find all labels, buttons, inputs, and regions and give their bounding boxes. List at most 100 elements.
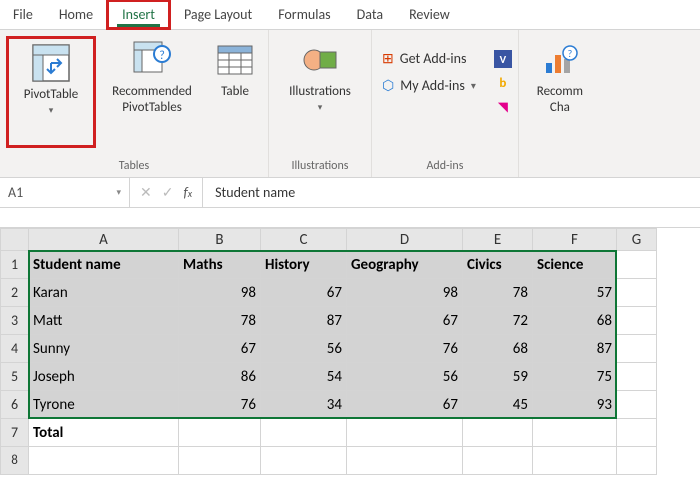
- fx-icon[interactable]: fx: [183, 184, 192, 201]
- my-addins-button[interactable]: ⬡ My Add-ins ▾: [382, 77, 476, 94]
- cell[interactable]: 78: [463, 279, 533, 307]
- cell[interactable]: [533, 419, 617, 447]
- cell[interactable]: 98: [347, 279, 463, 307]
- svg-text:?: ?: [568, 47, 573, 60]
- cell[interactable]: 57: [533, 279, 617, 307]
- menu-review[interactable]: Review: [396, 2, 463, 27]
- cell[interactable]: [261, 419, 347, 447]
- worksheet-grid[interactable]: A B C D E F G 1 Student name Maths Histo…: [0, 228, 700, 475]
- row-header-6[interactable]: 6: [1, 391, 29, 419]
- cancel-formula-icon: ✕: [140, 184, 152, 201]
- cell[interactable]: 75: [533, 363, 617, 391]
- cell[interactable]: 67: [179, 335, 261, 363]
- menu-home[interactable]: Home: [46, 2, 106, 27]
- row-header-7[interactable]: 7: [1, 419, 29, 447]
- cell[interactable]: [347, 447, 463, 475]
- cell[interactable]: 56: [347, 363, 463, 391]
- cell[interactable]: 67: [347, 307, 463, 335]
- addins-group-label: Add-ins: [426, 157, 463, 175]
- cell[interactable]: 67: [261, 279, 347, 307]
- row-header-4[interactable]: 4: [1, 335, 29, 363]
- recommended-charts-button[interactable]: ? Recomm Cha: [525, 36, 595, 148]
- cell[interactable]: Civics: [463, 251, 533, 279]
- menu-data[interactable]: Data: [344, 2, 396, 27]
- cell[interactable]: [179, 419, 261, 447]
- row-header-2[interactable]: 2: [1, 279, 29, 307]
- bing-icon[interactable]: b: [494, 74, 512, 92]
- cell[interactable]: 76: [347, 335, 463, 363]
- cell[interactable]: Sunny: [29, 335, 179, 363]
- cell[interactable]: 45: [463, 391, 533, 419]
- cell[interactable]: 87: [533, 335, 617, 363]
- cell[interactable]: 56: [261, 335, 347, 363]
- cell[interactable]: Student name: [29, 251, 179, 279]
- cell[interactable]: [617, 391, 657, 419]
- cell[interactable]: [179, 447, 261, 475]
- row-header-3[interactable]: 3: [1, 307, 29, 335]
- cell[interactable]: [617, 251, 657, 279]
- cell[interactable]: 98: [179, 279, 261, 307]
- cell[interactable]: [347, 419, 463, 447]
- cell[interactable]: [617, 335, 657, 363]
- cell[interactable]: 78: [179, 307, 261, 335]
- cell[interactable]: Total: [29, 419, 179, 447]
- cell[interactable]: Karan: [29, 279, 179, 307]
- cell[interactable]: 68: [463, 335, 533, 363]
- cell[interactable]: [533, 447, 617, 475]
- cell[interactable]: 86: [179, 363, 261, 391]
- col-header-a[interactable]: A: [29, 229, 179, 251]
- cell[interactable]: 68: [533, 307, 617, 335]
- visio-icon[interactable]: V: [494, 50, 512, 68]
- cell[interactable]: 93: [533, 391, 617, 419]
- name-box[interactable]: A1 ▾: [0, 178, 130, 207]
- cell[interactable]: 59: [463, 363, 533, 391]
- get-addins-button[interactable]: ⊞ Get Add-ins: [382, 50, 476, 67]
- row-header-1[interactable]: 1: [1, 251, 29, 279]
- pivot-table-label: PivotTable: [24, 87, 79, 103]
- sheet-strip: [0, 208, 700, 228]
- menu-insert[interactable]: Insert: [106, 0, 171, 30]
- cell[interactable]: Joseph: [29, 363, 179, 391]
- cell[interactable]: History: [261, 251, 347, 279]
- tables-group-label: Tables: [119, 157, 149, 175]
- cell[interactable]: [463, 419, 533, 447]
- pivot-table-button[interactable]: PivotTable ▾: [6, 36, 96, 148]
- illustrations-button[interactable]: Illustrations ▾: [275, 36, 365, 148]
- recommended-pivot-button[interactable]: ? Recommended PivotTables: [102, 36, 202, 148]
- formula-bar[interactable]: Student name: [202, 178, 700, 207]
- people-icon[interactable]: ◥: [494, 98, 512, 116]
- cell[interactable]: [617, 363, 657, 391]
- select-all-corner[interactable]: [1, 229, 29, 251]
- menu-formulas[interactable]: Formulas: [265, 2, 343, 27]
- cell[interactable]: 87: [261, 307, 347, 335]
- row-header-8[interactable]: 8: [1, 447, 29, 475]
- cell[interactable]: [617, 307, 657, 335]
- cell[interactable]: [29, 447, 179, 475]
- cell[interactable]: Matt: [29, 307, 179, 335]
- cell[interactable]: [463, 447, 533, 475]
- my-addins-label: My Add-ins: [400, 77, 465, 94]
- cell[interactable]: 54: [261, 363, 347, 391]
- cell[interactable]: [617, 419, 657, 447]
- cell[interactable]: 72: [463, 307, 533, 335]
- menu-file[interactable]: File: [0, 2, 46, 27]
- col-header-e[interactable]: E: [463, 229, 533, 251]
- cell[interactable]: Tyrone: [29, 391, 179, 419]
- cell[interactable]: 67: [347, 391, 463, 419]
- table-button[interactable]: Table: [208, 36, 262, 148]
- cell[interactable]: Geography: [347, 251, 463, 279]
- cell[interactable]: [617, 279, 657, 307]
- col-header-g[interactable]: G: [617, 229, 657, 251]
- row-header-5[interactable]: 5: [1, 363, 29, 391]
- cell[interactable]: 34: [261, 391, 347, 419]
- cell[interactable]: Maths: [179, 251, 261, 279]
- cell[interactable]: 76: [179, 391, 261, 419]
- col-header-d[interactable]: D: [347, 229, 463, 251]
- col-header-f[interactable]: F: [533, 229, 617, 251]
- cell[interactable]: Science: [533, 251, 617, 279]
- cell[interactable]: [617, 447, 657, 475]
- cell[interactable]: [261, 447, 347, 475]
- col-header-c[interactable]: C: [261, 229, 347, 251]
- menu-page-layout[interactable]: Page Layout: [171, 2, 265, 27]
- col-header-b[interactable]: B: [179, 229, 261, 251]
